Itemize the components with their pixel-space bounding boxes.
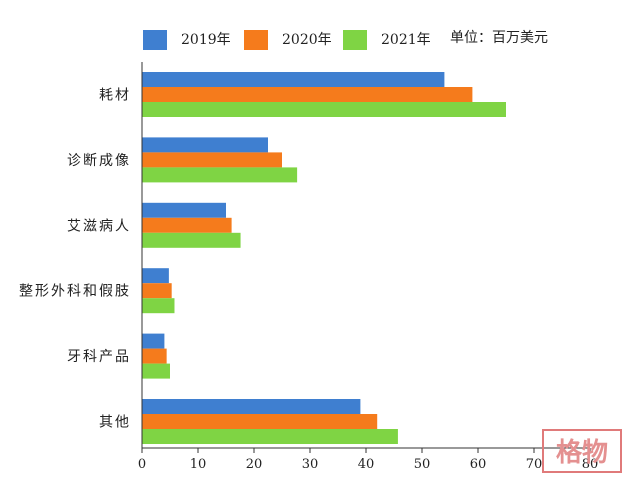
bar (142, 348, 167, 364)
x-axis-ticks: 0 10 20 30 40 50 60 70 80 (138, 448, 598, 472)
bar (142, 152, 282, 168)
x-tick-label: 50 (414, 457, 431, 472)
bar (142, 202, 226, 218)
x-tick-label: 40 (358, 457, 375, 472)
bar (142, 72, 445, 87)
bar (142, 399, 361, 414)
category-label: 艾滋病人 (67, 218, 131, 234)
x-tick-label: 70 (526, 457, 543, 472)
legend-label: 2019年 (181, 32, 231, 48)
legend: 2019年 2020年 2021年 (143, 30, 431, 50)
bars (142, 72, 506, 444)
bar (142, 217, 232, 233)
legend-swatch (244, 30, 268, 50)
category-label: 耗材 (99, 88, 131, 104)
legend-swatch (143, 30, 167, 50)
watermark-text: 格物 (556, 437, 608, 468)
bar (142, 333, 165, 349)
bar (142, 414, 378, 429)
x-tick-label: 60 (470, 457, 487, 472)
bar (142, 283, 172, 299)
x-tick-label: 30 (302, 457, 319, 472)
x-tick-label: 80 (582, 457, 599, 472)
legend-swatch (343, 30, 367, 50)
bar (142, 102, 506, 117)
watermark-stamp: 格物 (542, 429, 622, 473)
x-tick-label: 0 (138, 457, 146, 472)
bar (142, 137, 268, 153)
bar (142, 429, 398, 444)
bar (142, 363, 170, 379)
bar (142, 268, 169, 284)
x-tick-label: 10 (190, 457, 207, 472)
bar (142, 232, 241, 248)
unit-note: 单位：百万美元 (450, 30, 548, 46)
legend-label: 2020年 (282, 32, 332, 48)
category-label: 整形外科和假肢 (19, 284, 131, 300)
bar (142, 87, 473, 102)
category-label: 诊断成像 (67, 153, 131, 169)
x-tick-label: 20 (246, 457, 263, 472)
bar (142, 298, 175, 314)
category-label: 牙科产品 (67, 349, 131, 365)
category-label: 其他 (99, 415, 131, 431)
bar (142, 167, 298, 183)
legend-label: 2021年 (381, 32, 431, 48)
